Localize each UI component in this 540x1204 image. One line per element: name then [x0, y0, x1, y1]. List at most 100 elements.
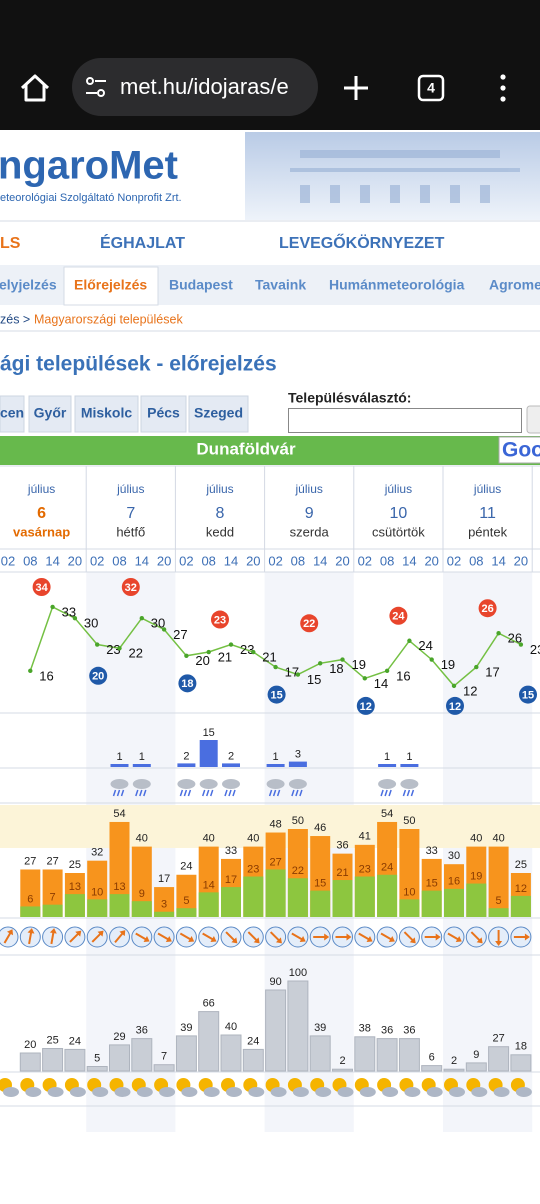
- wind-dir-arrow: [91, 930, 104, 943]
- temperature-point: [384, 668, 390, 674]
- icon-cloud: [288, 779, 307, 789]
- hour-label: 14: [224, 553, 238, 568]
- precipitation-bar: [288, 761, 307, 767]
- day-shade: [86, 572, 176, 1132]
- precipitation-bar: [132, 764, 151, 767]
- cloud-label: 39: [180, 1022, 192, 1034]
- icon-cloud: [337, 1087, 354, 1097]
- wind-bar: [265, 869, 286, 917]
- google-button[interactable]: [498, 436, 540, 464]
- temperature-point: [340, 657, 345, 662]
- tab[interactable]: Agrome: [489, 277, 540, 293]
- cloud-bar: [354, 1036, 376, 1072]
- menu-button[interactable]: [500, 74, 506, 102]
- gust-bar: [488, 846, 509, 917]
- city-button[interactable]: [28, 395, 72, 433]
- icon-cloud: [199, 779, 218, 789]
- max-temp-badge: [478, 599, 497, 618]
- city-button[interactable]: [74, 395, 139, 433]
- icon-rain: [120, 789, 125, 797]
- tab[interactable]: elyjelzés: [0, 277, 57, 293]
- city-button[interactable]: [188, 395, 249, 433]
- city-button[interactable]: [0, 395, 25, 433]
- icon-cloud: [203, 1087, 220, 1097]
- precipitation-bar: [199, 740, 218, 767]
- weather-icon: [466, 1078, 488, 1097]
- nav-item[interactable]: LEVEGŐKÖRNYEZET: [279, 233, 445, 252]
- gust-label: 40: [492, 833, 504, 845]
- cloud-label: 2: [339, 1055, 345, 1067]
- gust-label: 25: [69, 859, 81, 871]
- temperature-point: [206, 649, 211, 655]
- wind-label: 21: [336, 867, 348, 879]
- arrow-head: [188, 935, 195, 943]
- temperature-point: [28, 668, 33, 674]
- icon-cloud: [404, 1087, 421, 1097]
- new-tab-button[interactable]: [344, 76, 368, 100]
- min-temp-badge: [356, 696, 375, 715]
- gust-label: 33: [225, 845, 237, 857]
- wind-bar: [287, 878, 308, 917]
- tab[interactable]: Humánmeteorológia: [329, 277, 465, 293]
- url-bar[interactable]: [72, 58, 318, 116]
- tab[interactable]: Tavaink: [255, 277, 306, 293]
- max-temp-label: 34: [35, 582, 48, 594]
- max-temp-badge: [32, 578, 51, 596]
- home-button[interactable]: [20, 74, 50, 102]
- icon-rain: [406, 789, 411, 797]
- day-weekday: kedd: [206, 524, 234, 539]
- icon-cloud: [114, 1087, 131, 1097]
- nav-item[interactable]: LS: [0, 235, 21, 252]
- header-image: [245, 132, 540, 220]
- min-temp-label: 18: [181, 678, 193, 690]
- day-weekday: szerda: [290, 524, 330, 539]
- icon-rain: [143, 789, 147, 797]
- icon-cloud: [222, 779, 240, 789]
- icon-cloud: [292, 1087, 309, 1097]
- active-tab[interactable]: [63, 266, 159, 306]
- gust-label: 24: [180, 861, 192, 873]
- day-month: július: [27, 482, 55, 496]
- weather-icon: [198, 1078, 220, 1097]
- gust-label: 33: [426, 845, 438, 857]
- settlement-input[interactable]: [288, 408, 522, 433]
- tab[interactable]: Budapest: [169, 277, 233, 293]
- icon-cloud: [382, 1087, 399, 1097]
- wind-label: 9: [139, 888, 145, 900]
- min-temp-label: 15: [522, 690, 534, 702]
- wind-dir-arrow: [470, 931, 483, 944]
- hour-label: 08: [469, 553, 483, 568]
- precipitation-bar: [266, 764, 285, 767]
- cloud-label: 18: [515, 1041, 527, 1053]
- nav-item[interactable]: ÉGHAJLAT: [100, 233, 185, 252]
- search-button[interactable]: [526, 405, 540, 434]
- gust-bar: [176, 874, 197, 917]
- hour-label: 08: [112, 553, 126, 568]
- tab-switcher[interactable]: [417, 74, 445, 102]
- cloud-label: 36: [136, 1025, 148, 1037]
- temperature-label: 14: [374, 676, 388, 691]
- logo: ngaroMet: [0, 144, 178, 188]
- breadcrumb[interactable]: zés >: [0, 312, 30, 326]
- icon-rain: [179, 789, 184, 797]
- temperature-point: [273, 664, 278, 670]
- temperature-point: [518, 642, 524, 647]
- gust-label: 32: [91, 847, 103, 859]
- tab[interactable]: Előrejelzés: [74, 277, 147, 293]
- icon-rain: [112, 789, 117, 797]
- weather-icon: [64, 1078, 86, 1097]
- site-settings-icon[interactable]: [86, 77, 106, 97]
- wind-bar: [332, 880, 353, 917]
- temperature-label: 26: [508, 631, 522, 646]
- temperature-label: 21: [262, 649, 276, 664]
- cloud-label: 29: [113, 1031, 125, 1043]
- wind-label: 14: [203, 879, 215, 891]
- temperature-label: 21: [218, 649, 232, 664]
- weather-icon: [109, 1078, 131, 1097]
- city-button[interactable]: [140, 395, 187, 433]
- arrow-head: [388, 935, 395, 943]
- day-month: július: [116, 482, 144, 496]
- cloud-bar: [220, 1034, 242, 1072]
- icon-rain: [205, 789, 210, 797]
- wind-dir-arrow: [247, 931, 260, 944]
